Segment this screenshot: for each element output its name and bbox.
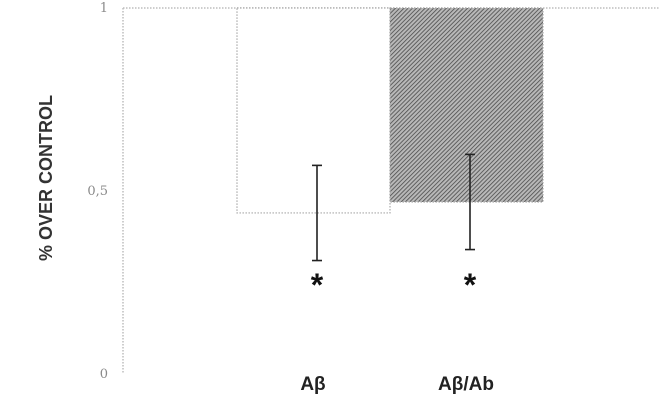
bar-abeta (236, 7, 391, 214)
significance-marker: * (311, 267, 324, 303)
error-bars (312, 153, 475, 262)
bars (236, 7, 544, 214)
error-bar (312, 164, 322, 262)
y-axis-label: % OVER CONTROL (36, 95, 56, 261)
error-bar (465, 153, 475, 251)
significance-marker: * (464, 267, 477, 303)
y-tick-label: 0 (100, 367, 108, 382)
category-label: Aβ/Ab (438, 374, 494, 395)
y-tick-label: 1 (100, 1, 108, 16)
bar-abeta-ab (389, 7, 544, 203)
y-tick-label: 0,5 (87, 184, 108, 199)
y-tick-labels: 00,51 (87, 1, 108, 382)
category-labels: Aβ Aβ/Ab (300, 374, 494, 395)
significance-markers: * * (311, 267, 477, 303)
category-label: Aβ (300, 374, 325, 395)
